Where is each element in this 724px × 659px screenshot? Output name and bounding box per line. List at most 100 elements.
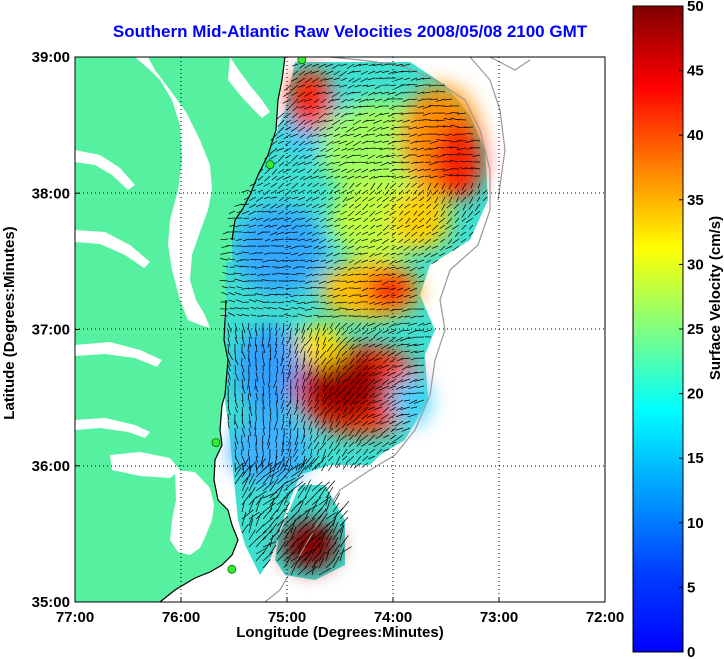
velocity-vector	[282, 413, 285, 422]
velocity-vector	[387, 343, 397, 350]
velocity-vector	[254, 427, 257, 437]
velocity-vector	[294, 329, 299, 336]
velocity-vector	[465, 160, 474, 163]
velocity-vector	[339, 119, 348, 125]
velocity-vector	[311, 514, 323, 527]
velocity-vector	[411, 280, 418, 285]
velocity-vector	[366, 413, 376, 419]
velocity-vector	[304, 280, 313, 284]
velocity-vector	[386, 364, 397, 371]
velocity-vector	[410, 315, 418, 319]
velocity-vector	[396, 287, 404, 291]
velocity-vector	[336, 336, 341, 343]
velocity-vector	[256, 210, 264, 213]
velocity-vector	[410, 98, 418, 101]
velocity-vector	[369, 287, 376, 290]
velocity-vector	[368, 448, 376, 454]
velocity-vector	[383, 203, 390, 209]
velocity-vector	[428, 105, 439, 107]
velocity-vector	[310, 147, 320, 152]
velocity-vector	[255, 238, 264, 240]
velocity-vector	[339, 510, 348, 520]
velocity-vector	[376, 182, 383, 190]
velocity-vector	[359, 434, 369, 442]
velocity-vector	[332, 119, 341, 126]
velocity-vector	[241, 427, 246, 438]
velocity-vector	[325, 105, 334, 110]
velocity-vector	[248, 514, 254, 527]
velocity-vector	[304, 77, 313, 84]
velocity-vector	[283, 536, 295, 548]
velocity-vector	[283, 551, 296, 562]
velocity-vector	[326, 434, 334, 442]
velocity-vector	[429, 98, 439, 101]
velocity-vector	[395, 385, 404, 390]
velocity-vector	[311, 77, 320, 83]
velocity-vector	[355, 364, 362, 370]
velocity-vector	[341, 378, 348, 384]
colorbar-tick-label: 5	[687, 579, 695, 596]
velocity-vector	[342, 364, 348, 370]
velocity-vector	[222, 272, 229, 275]
velocity-vector	[387, 399, 397, 406]
velocity-vector	[283, 119, 292, 126]
velocity-vector	[241, 399, 245, 407]
velocity-vector	[322, 385, 327, 394]
velocity-vector	[311, 560, 317, 576]
velocity-vector	[358, 63, 369, 66]
velocity-vector	[281, 441, 285, 452]
velocity-vector	[373, 238, 383, 242]
velocity-vector	[234, 434, 239, 445]
velocity-vector	[319, 441, 327, 451]
velocity-vector	[273, 378, 278, 389]
velocity-vector	[332, 315, 341, 318]
velocity-vector	[333, 238, 341, 242]
velocity-vector	[362, 196, 369, 202]
velocity-vector	[327, 238, 334, 243]
velocity-vector	[368, 343, 376, 348]
velocity-vector	[405, 189, 411, 194]
velocity-vector	[400, 406, 411, 410]
velocity-vector	[311, 105, 320, 109]
velocity-vector	[361, 161, 369, 163]
velocity-vector	[311, 273, 320, 276]
velocity-vector	[335, 350, 341, 360]
velocity-vector	[327, 210, 334, 215]
velocity-vector	[307, 343, 313, 354]
velocity-vector	[290, 518, 296, 534]
velocity-vector	[262, 528, 273, 541]
velocity-vector	[386, 154, 397, 158]
velocity-vector	[361, 427, 369, 435]
velocity-vector	[304, 245, 313, 249]
velocity-vector	[270, 196, 278, 199]
velocity-vector	[247, 287, 257, 290]
velocity-vector	[439, 175, 446, 179]
velocity-vector	[311, 499, 319, 513]
velocity-vector	[262, 497, 275, 506]
velocity-vector	[282, 168, 292, 173]
velocity-vector	[241, 329, 244, 339]
velocity-vector	[374, 280, 383, 282]
velocity-vector	[326, 357, 334, 365]
velocity-vector	[374, 161, 383, 164]
velocity-vector	[383, 217, 390, 221]
velocity-vector	[341, 350, 348, 357]
velocity-vector	[398, 182, 404, 188]
velocity-vector	[361, 441, 369, 447]
velocity-vector	[297, 313, 306, 317]
velocity-vector	[339, 301, 348, 304]
velocity-vector	[425, 231, 432, 236]
velocity-vector	[248, 441, 251, 449]
velocity-vector	[326, 315, 334, 317]
velocity-vector	[395, 413, 404, 418]
velocity-vector	[248, 455, 251, 463]
velocity-vector	[261, 336, 264, 347]
velocity-vector	[276, 475, 287, 485]
velocity-vector	[241, 511, 247, 527]
velocity-vector	[353, 287, 362, 290]
velocity-vector	[255, 462, 258, 474]
velocity-vector	[298, 196, 306, 201]
velocity-vector	[293, 371, 299, 379]
velocity-vector	[418, 238, 425, 243]
velocity-vector	[326, 343, 334, 352]
